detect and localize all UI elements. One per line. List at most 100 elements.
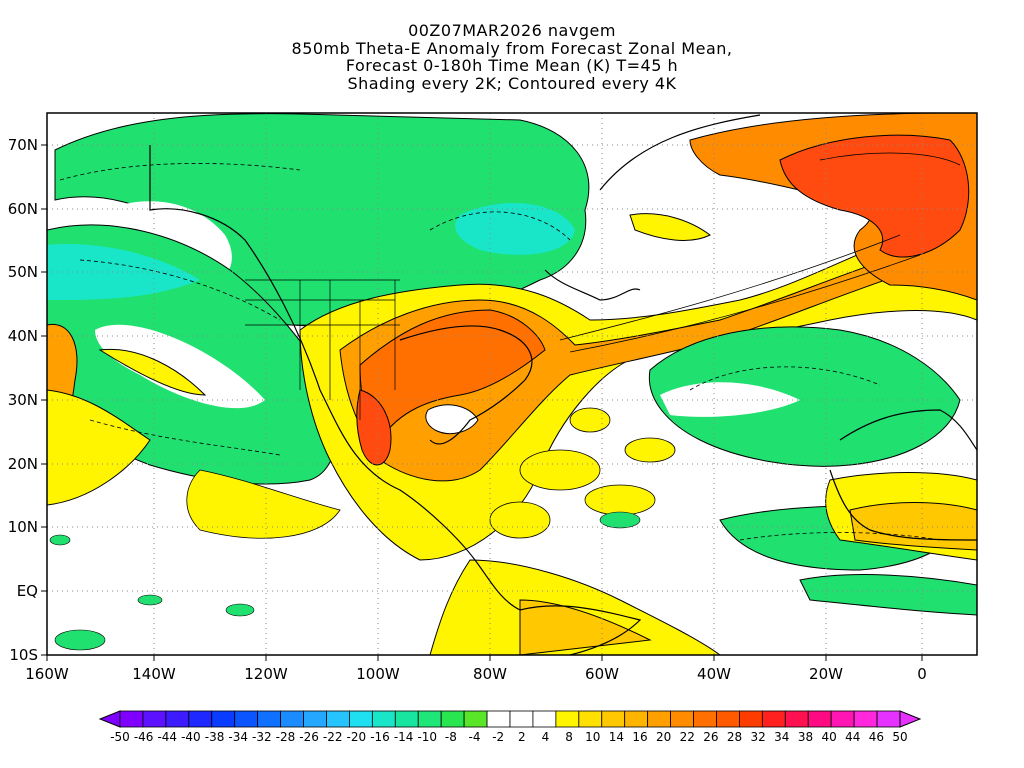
colorbar-label: 46 [869, 730, 884, 744]
colorbar-swatch [739, 710, 763, 728]
colorbar-label: 2 [518, 730, 526, 744]
title-line-4: Shading every 2K; Contoured every 4K [347, 73, 677, 93]
colorbar-label: -40 [181, 730, 201, 744]
lat-label: 10S [9, 646, 38, 664]
lon-label: 160W [25, 665, 69, 683]
colorbar-swatch [440, 710, 465, 728]
colorbar-label: -14 [394, 730, 414, 744]
colorbar-swatch [188, 710, 213, 728]
plot-frame [46, 112, 978, 656]
colorbar-swatch [761, 710, 786, 728]
field-yellow-pacific-swirl [98, 348, 207, 396]
colorbar-swatch [417, 710, 442, 728]
colorbar-swatch [234, 710, 259, 728]
colorbar-label: 50 [892, 730, 907, 744]
colorbar-label: -16 [370, 730, 390, 744]
colorbar-swatch [716, 710, 740, 728]
colorbar-swatch [532, 710, 557, 728]
colorbar-swatch [326, 710, 350, 728]
colorbar-swatch [371, 710, 396, 728]
colorbar-label: 8 [565, 730, 573, 744]
colorbar-label: 20 [656, 730, 671, 744]
anomaly-field [47, 113, 977, 655]
lon-label: 80W [473, 665, 507, 683]
lat-label: 70N [8, 136, 38, 154]
coastlines [149, 114, 977, 655]
lon-label: 40W [697, 665, 731, 683]
colorbar-swatch [165, 710, 190, 728]
colorbar-label: -34 [228, 730, 248, 744]
colorbar-swatch [807, 710, 832, 728]
colorbar-swatch [280, 710, 304, 728]
lon-label: 120W [244, 665, 288, 683]
colorbar-swatch [876, 710, 901, 728]
field-white-atlantic [660, 382, 800, 417]
colorbar-swatch [119, 710, 144, 728]
colorbar-label: 28 [727, 730, 742, 744]
us-state-borders [245, 279, 400, 420]
field-yellow-westpac [47, 389, 151, 506]
colorbar-label: 16 [632, 730, 647, 744]
colorbar-arrow-left [98, 710, 121, 728]
colorbar-label: -28 [276, 730, 296, 744]
colorbar-swatch [830, 710, 855, 728]
field-gold-westafrica [849, 502, 977, 551]
colorbar-swatch [647, 710, 671, 728]
lat-label: 60N [8, 200, 38, 218]
colorbar-label: -22 [323, 730, 343, 744]
colorbar-swatch [463, 710, 488, 728]
colorbar-label: -38 [205, 730, 225, 744]
colorbar-label: -4 [469, 730, 481, 744]
lon-label: 0 [917, 665, 927, 683]
lat-label: 20N [8, 455, 38, 473]
lat-label: EQ [17, 582, 38, 600]
field-white-pacific-swirl [95, 324, 265, 409]
colorbar-swatch [555, 710, 580, 728]
colorbar-label: -44 [157, 730, 177, 744]
solid-contours [559, 152, 961, 353]
lat-labels: 70N 60N 50N 40N 30N 20N 10N EQ 10S [8, 136, 38, 664]
colorbar-label: -46 [134, 730, 154, 744]
lon-label: 60W [585, 665, 619, 683]
title-line-3: Forecast 0-180h Time Mean (K) T=45 h [345, 56, 679, 75]
title-line-2: 850mb Theta-E Anomaly from Forecast Zona… [291, 38, 733, 58]
colorbar-swatch [142, 710, 167, 728]
colorbar-arrow-right [899, 710, 922, 728]
map-title: 00Z07MAR2026 navgem 850mb Theta-E Anomal… [0, 22, 1024, 92]
colorbar-label: 34 [774, 730, 789, 744]
colorbar-swatch [349, 710, 373, 728]
colorbar-swatch [257, 710, 281, 728]
field-caribbean-speckle [489, 407, 676, 539]
field-green-atlantic [648, 326, 961, 467]
colorbar-swatch [394, 710, 419, 728]
colorbar-label: 10 [585, 730, 600, 744]
colorbar-swatch [578, 710, 603, 728]
colorbar: -50 -46 -44 -40 -38 -34 -32 -28 -26 -22 -20 -16 -14-… [98, 710, 922, 744]
field-teal-hudson [455, 203, 575, 255]
colorbar-label: -32 [252, 730, 272, 744]
dashed-contours [59, 163, 941, 541]
lat-label: 10N [8, 518, 38, 536]
title-line-1: 00Z07MAR2026 navgem [408, 21, 616, 40]
lon-label: 140W [132, 665, 176, 683]
field-teal-pacific [47, 244, 200, 300]
colorbar-label: -26 [299, 730, 319, 744]
field-redorange-mexico [356, 389, 392, 466]
colorbar-label: 26 [703, 730, 718, 744]
field-red-iceland [779, 134, 970, 258]
field-green-specks [49, 511, 641, 651]
colorbar-label: 44 [845, 730, 860, 744]
colorbar-swatch [670, 710, 694, 728]
colorbar-swatch [486, 710, 511, 728]
colorbar-label: 22 [680, 730, 695, 744]
colorbar-label: 40 [821, 730, 836, 744]
colorbar-swatch [211, 710, 236, 728]
colorbar-label: -50 [110, 730, 130, 744]
colorbar-swatch [303, 710, 327, 728]
lat-label: 40N [8, 327, 38, 345]
lat-lon-grid [47, 113, 977, 655]
colorbar-label: -10 [417, 730, 437, 744]
colorbar-swatch [509, 710, 534, 728]
lon-label: 100W [356, 665, 400, 683]
